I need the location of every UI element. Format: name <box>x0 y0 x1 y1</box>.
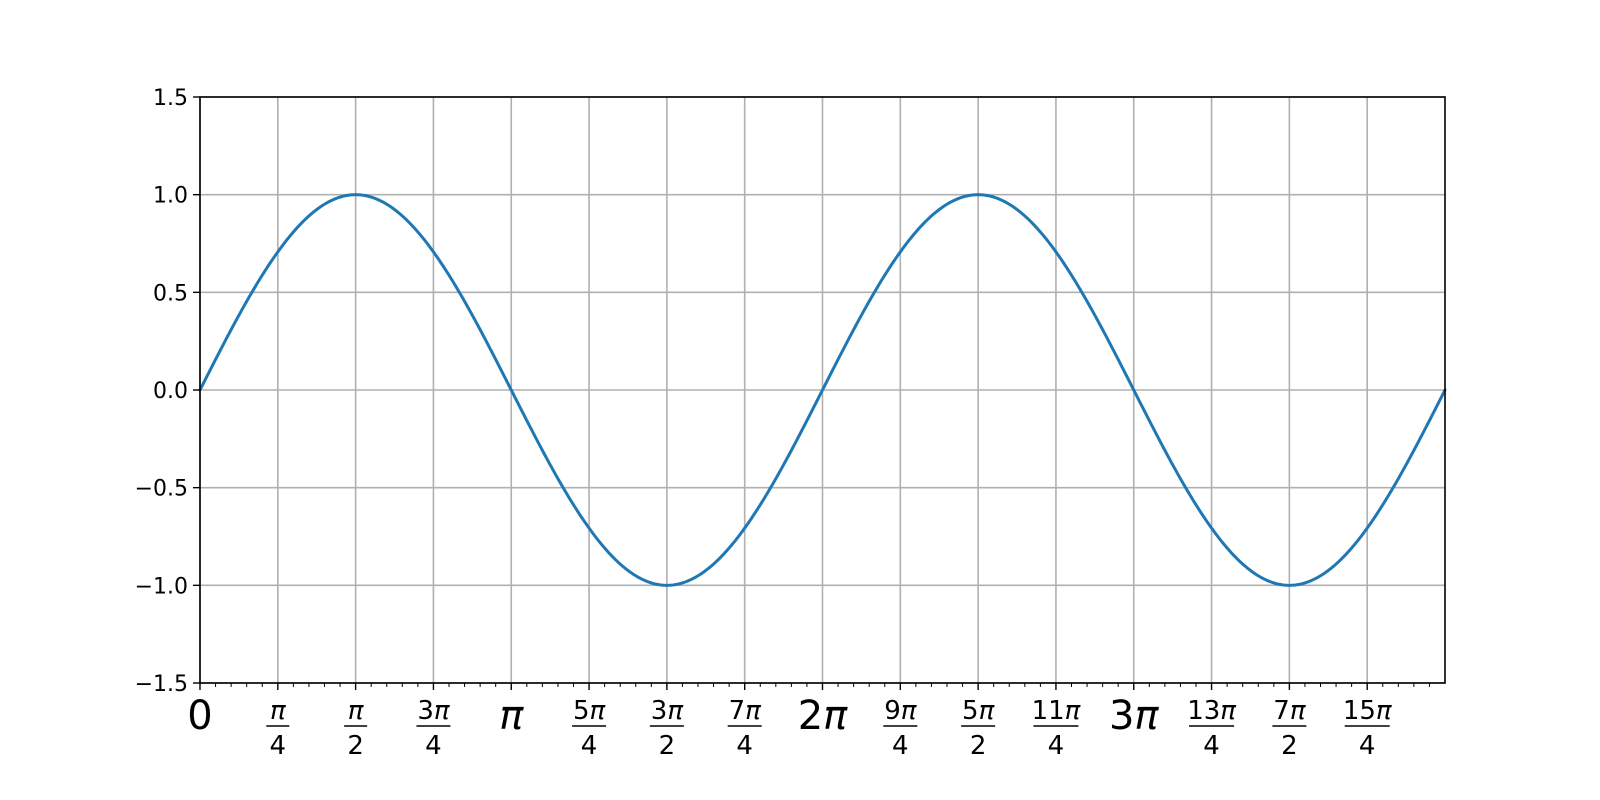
x-tick-numerator: 15π <box>1343 696 1392 726</box>
y-tick-label: 0.5 <box>153 281 188 306</box>
x-tick-numerator: π <box>348 696 364 726</box>
y-tick-label: 1.0 <box>153 184 188 209</box>
y-tick-label: 1.5 <box>153 86 188 111</box>
x-tick-fraction: 3π2 <box>649 696 684 761</box>
x-tick-denominator: 2 <box>1281 731 1298 761</box>
y-tick-label: −1.5 <box>135 672 188 697</box>
x-tick-label: π <box>499 693 524 739</box>
x-tick-fraction: 5π4 <box>572 696 607 761</box>
x-tick-numerator: 7π <box>729 696 762 726</box>
series-line-sine <box>198 193 1447 587</box>
x-tick-numerator: 11π <box>1032 696 1081 726</box>
series-layer <box>198 193 1447 587</box>
x-tick-denominator: 2 <box>970 731 987 761</box>
x-tick-denominator: 2 <box>659 731 676 761</box>
x-tick-fraction: π2 <box>344 696 368 761</box>
x-tick-numerator: 7π <box>1273 696 1306 726</box>
x-tick-numerator: 3π <box>651 696 684 726</box>
x-tick-label: 2π <box>798 693 848 739</box>
x-tick-label: 3π <box>1109 693 1159 739</box>
x-tick-fraction: 7π2 <box>1272 696 1307 761</box>
x-tick-numerator: 5π <box>962 696 995 726</box>
x-tick-numerator: 3π <box>417 696 450 726</box>
x-tick-denominator: 4 <box>1048 731 1065 761</box>
y-tick-label: −1.0 <box>135 574 188 599</box>
x-tick-denominator: 4 <box>581 731 598 761</box>
x-tick-fraction: 9π4 <box>883 696 918 761</box>
x-tick-numerator: 13π <box>1187 696 1236 726</box>
x-tick-numerator: π <box>270 696 286 726</box>
x-tick-numerator: 5π <box>573 696 606 726</box>
x-tick-denominator: 4 <box>892 731 909 761</box>
x-tick-fraction: π4 <box>266 696 290 761</box>
x-tick-denominator: 4 <box>425 731 442 761</box>
x-tick-fraction: 7π4 <box>727 696 762 761</box>
x-tick-denominator: 4 <box>1203 731 1220 761</box>
x-tick-fraction: 3π4 <box>416 696 451 761</box>
y-tick-label: 0.0 <box>153 379 188 404</box>
y-tick-label: −0.5 <box>135 477 188 502</box>
x-tick-denominator: 4 <box>270 731 287 761</box>
x-tick-denominator: 4 <box>1359 731 1376 761</box>
x-tick-denominator: 4 <box>736 731 753 761</box>
x-tick-label: 0 <box>187 693 212 739</box>
x-tick-fraction: 5π2 <box>961 696 996 761</box>
x-tick-denominator: 2 <box>347 731 364 761</box>
x-tick-numerator: 9π <box>884 696 917 726</box>
y-axis: 1.5 1.0 0.5 0.0 −0.5 −1.0 −1.5 <box>135 86 200 697</box>
